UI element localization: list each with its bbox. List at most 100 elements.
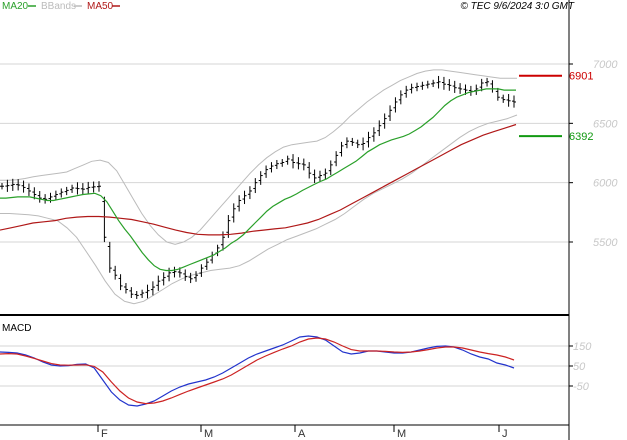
ohlc-bar bbox=[102, 196, 107, 243]
ohlc-bar bbox=[59, 188, 64, 198]
ohlc-bar bbox=[301, 158, 306, 171]
ohlc-bar bbox=[118, 274, 123, 291]
ohlc-bar bbox=[431, 79, 436, 88]
ohlc-bar bbox=[334, 151, 339, 167]
ohlc-bar bbox=[253, 178, 258, 194]
price-y-tick-label: 6500 bbox=[593, 118, 618, 130]
ohlc-bar bbox=[458, 83, 463, 94]
ohlc-bar bbox=[156, 275, 161, 291]
ohlc-bar bbox=[479, 78, 484, 92]
ohlc-bar bbox=[10, 178, 15, 191]
ohlc-bar bbox=[371, 127, 376, 142]
ohlc-bar bbox=[404, 85, 409, 98]
macd-signal-line bbox=[0, 337, 515, 405]
x-tick-label: A bbox=[298, 428, 306, 440]
macd-line bbox=[0, 335, 515, 407]
ohlc-bar bbox=[107, 241, 112, 273]
ohlc-bar bbox=[80, 183, 85, 195]
macd-grid bbox=[0, 345, 569, 387]
ohlc-bar bbox=[237, 195, 242, 212]
ohlc-bar bbox=[307, 162, 312, 179]
ohlc-bar bbox=[26, 183, 31, 196]
ohlc-bar bbox=[123, 282, 128, 294]
legend-ma20-label: MA20 bbox=[2, 1, 29, 12]
ohlc-bar bbox=[269, 162, 274, 173]
ma20-line bbox=[0, 88, 516, 272]
ohlc-bar bbox=[344, 137, 349, 149]
ohlc-bar bbox=[350, 137, 355, 146]
ohlc-bar bbox=[317, 170, 322, 183]
ohlc-bar bbox=[140, 289, 145, 299]
ohlc-bar bbox=[420, 81, 425, 90]
ohlc-bar bbox=[436, 75, 441, 89]
ohlc-bar bbox=[53, 190, 58, 201]
ohlc-bar bbox=[16, 179, 21, 191]
ohlc-bar bbox=[129, 287, 134, 298]
ohlc-bar bbox=[183, 269, 188, 281]
ohlc-bar bbox=[291, 154, 296, 169]
ohlc-bar bbox=[501, 94, 506, 103]
x-tick-label: M bbox=[397, 428, 406, 440]
ohlc-bar bbox=[199, 264, 204, 277]
legend-bbands-label: BBands bbox=[41, 1, 76, 12]
ohlc-bar bbox=[97, 181, 102, 192]
price-y-tick-label: 6000 bbox=[593, 178, 618, 190]
ohlc-bar bbox=[382, 113, 387, 129]
ohlc-bar bbox=[361, 137, 366, 151]
x-tick-label: M bbox=[204, 428, 213, 440]
bollinger-bands bbox=[0, 69, 518, 305]
ohlc-bar bbox=[161, 272, 166, 286]
ohlc-bar bbox=[258, 171, 263, 185]
macd-lines bbox=[0, 335, 515, 407]
ohlc-bar bbox=[388, 105, 393, 122]
macd-y-tick-label: 150 bbox=[573, 341, 592, 353]
ma50-line bbox=[0, 123, 517, 236]
ohlc-bar bbox=[43, 194, 48, 204]
moving-averages bbox=[0, 88, 517, 272]
resistance-level-label: 6901 bbox=[569, 71, 593, 83]
ohlc-bar bbox=[64, 186, 69, 196]
bband-upper-line bbox=[0, 69, 517, 245]
ohlc-bar bbox=[414, 82, 419, 92]
ohlc-bar bbox=[134, 291, 139, 299]
ohlc-bar bbox=[285, 155, 290, 165]
price-y-tick-label: 7000 bbox=[593, 59, 618, 71]
ohlc-bar bbox=[485, 77, 490, 87]
ohlc-bar bbox=[231, 203, 236, 223]
ohlc-bar bbox=[150, 281, 155, 296]
price-y-tick-label: 5500 bbox=[593, 237, 618, 249]
ohlc-bar bbox=[91, 181, 96, 193]
support-level-label: 6392 bbox=[569, 131, 593, 143]
bband-lower-line bbox=[0, 114, 518, 305]
price-levels: 6901 6392 bbox=[519, 71, 593, 143]
ohlc-bar bbox=[21, 180, 26, 193]
ohlc-bar bbox=[452, 80, 457, 93]
ohlc-bar bbox=[393, 97, 398, 113]
ohlc-bar bbox=[312, 169, 317, 183]
ohlc-bar bbox=[328, 160, 333, 176]
legend-ma50-label: MA50 bbox=[87, 1, 114, 12]
ohlc-bar bbox=[5, 179, 10, 192]
ohlc-bar bbox=[264, 165, 269, 178]
x-tick-label: J bbox=[502, 428, 508, 440]
ohlc-bar bbox=[194, 271, 199, 282]
ohlc-bar bbox=[204, 258, 209, 270]
x-tick-label: F bbox=[101, 428, 108, 440]
legend: MA20 BBands MA50 bbox=[2, 1, 120, 12]
ohlc-bar bbox=[409, 83, 414, 94]
ohlc-bar bbox=[425, 80, 430, 89]
ohlc-bar bbox=[441, 76, 446, 90]
copyright-text: © TEC 9/6/2024 3:0 GMT bbox=[460, 1, 574, 12]
ohlc-bars bbox=[0, 75, 516, 299]
ohlc-bar bbox=[242, 190, 247, 205]
ohlc-bar bbox=[280, 159, 285, 167]
price-y-axis: 5500 6000 6500 7000 bbox=[569, 59, 618, 249]
ohlc-bar bbox=[37, 191, 42, 203]
ohlc-bar bbox=[172, 266, 177, 278]
ohlc-bar bbox=[495, 87, 500, 101]
ohlc-bar bbox=[274, 159, 279, 170]
ohlc-bar bbox=[145, 284, 150, 299]
ohlc-bar bbox=[188, 272, 193, 284]
